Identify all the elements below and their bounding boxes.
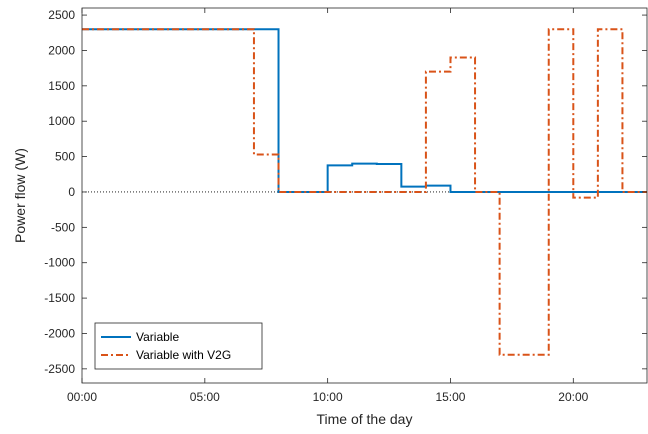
- series-layer: [82, 28, 647, 356]
- y-tick-label: -1000: [44, 256, 75, 270]
- y-tick-label: 1500: [48, 79, 75, 93]
- legend: Variable Variable with V2G: [94, 322, 263, 370]
- y-tick-label: 500: [55, 150, 75, 164]
- ticks-layer: 00:00 05:00 10:00 15:00 20:00 2500 2000 1500 100…: [44, 8, 647, 404]
- y-tick-label: 2000: [48, 43, 75, 57]
- y-tick-label: 1000: [48, 114, 75, 128]
- plot-frame: [81, 7, 648, 384]
- series-line-variable: [82, 28, 647, 193]
- x-axis-label: Time of the day: [317, 411, 413, 427]
- y-axis-label: Power flow (W): [12, 148, 28, 243]
- y-tick-label: -500: [51, 220, 75, 234]
- y-tick-label: 0: [68, 185, 75, 199]
- y-tick-label: -2000: [44, 326, 75, 340]
- plot-area: [82, 8, 647, 383]
- y-tick-label: 2500: [48, 8, 75, 22]
- x-tick-label: 15:00: [435, 390, 465, 404]
- x-tick-label: 05:00: [190, 390, 220, 404]
- y-tick-label: -1500: [44, 291, 75, 305]
- x-tick-label: 10:00: [313, 390, 343, 404]
- x-tick-label: 00:00: [67, 390, 97, 404]
- y-tick-label: -2500: [44, 362, 75, 376]
- x-tick-label: 20:00: [558, 390, 588, 404]
- legend-box: [94, 322, 263, 370]
- series-line-variable-with-v2g: [82, 28, 647, 356]
- legend-label-variable: Variable: [136, 330, 179, 344]
- legend-label-variable-with-v2g: Variable with V2G: [136, 348, 231, 362]
